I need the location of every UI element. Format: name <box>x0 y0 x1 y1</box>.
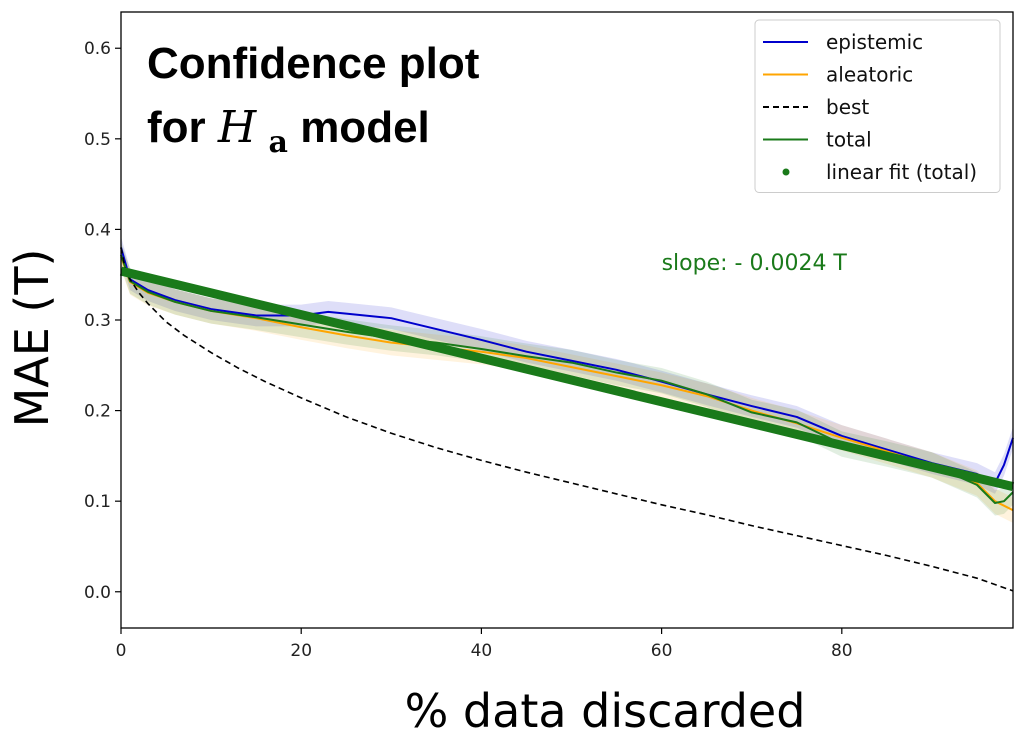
aleatoric-legend-label: aleatoric <box>826 63 913 87</box>
x-tick-label: 0 <box>116 641 127 661</box>
x-tick-label: 60 <box>651 641 673 661</box>
x-tick-label: 20 <box>290 641 312 661</box>
y-axis-label: MAE (T) <box>5 249 59 428</box>
y-tick-label: 0.3 <box>84 311 111 331</box>
chart-title-line1: Confidence plot <box>147 39 480 88</box>
legend: epistemic aleatoric best total linear fit (t… <box>754 19 1001 193</box>
chart-title-line2: for H a model <box>147 102 430 162</box>
total-legend-label: total <box>826 128 872 152</box>
chart-title-subscript: a <box>269 125 288 160</box>
series-lines <box>119 247 1015 592</box>
y-axis-ticks: 0.0 0.1 0.2 0.3 0.4 0.5 0.6 <box>84 39 121 603</box>
x-tick-label: 40 <box>471 641 493 661</box>
chart-title-suffix: model <box>300 103 430 152</box>
linear-fit-total-legend-label: linear fit (total) <box>826 160 977 184</box>
linear-fit-total-line <box>119 266 1015 492</box>
y-tick-label: 0.0 <box>84 583 111 603</box>
y-tick-label: 0.2 <box>84 402 111 422</box>
y-tick-label: 0.4 <box>84 220 111 240</box>
y-tick-label: 0.1 <box>84 492 111 512</box>
x-tick-label: 80 <box>831 641 853 661</box>
y-tick-label: 0.5 <box>84 130 111 150</box>
chart-title-prefix: for <box>147 103 218 152</box>
y-tick-label: 0.6 <box>84 39 111 59</box>
linear-fit-total-legend-marker <box>782 168 790 176</box>
x-axis-ticks: 0 20 40 60 80 <box>116 628 853 661</box>
best-line <box>120 247 1014 592</box>
chart-title-symbol: H <box>217 102 258 153</box>
plot-frame <box>120 11 1014 629</box>
x-axis-label: % data discarded <box>405 684 806 738</box>
epistemic-legend-label: epistemic <box>826 30 923 54</box>
slope-annotation: slope: - 0.0024 T <box>662 251 848 276</box>
legend-box <box>754 19 1001 193</box>
best-legend-label: best <box>826 95 869 119</box>
